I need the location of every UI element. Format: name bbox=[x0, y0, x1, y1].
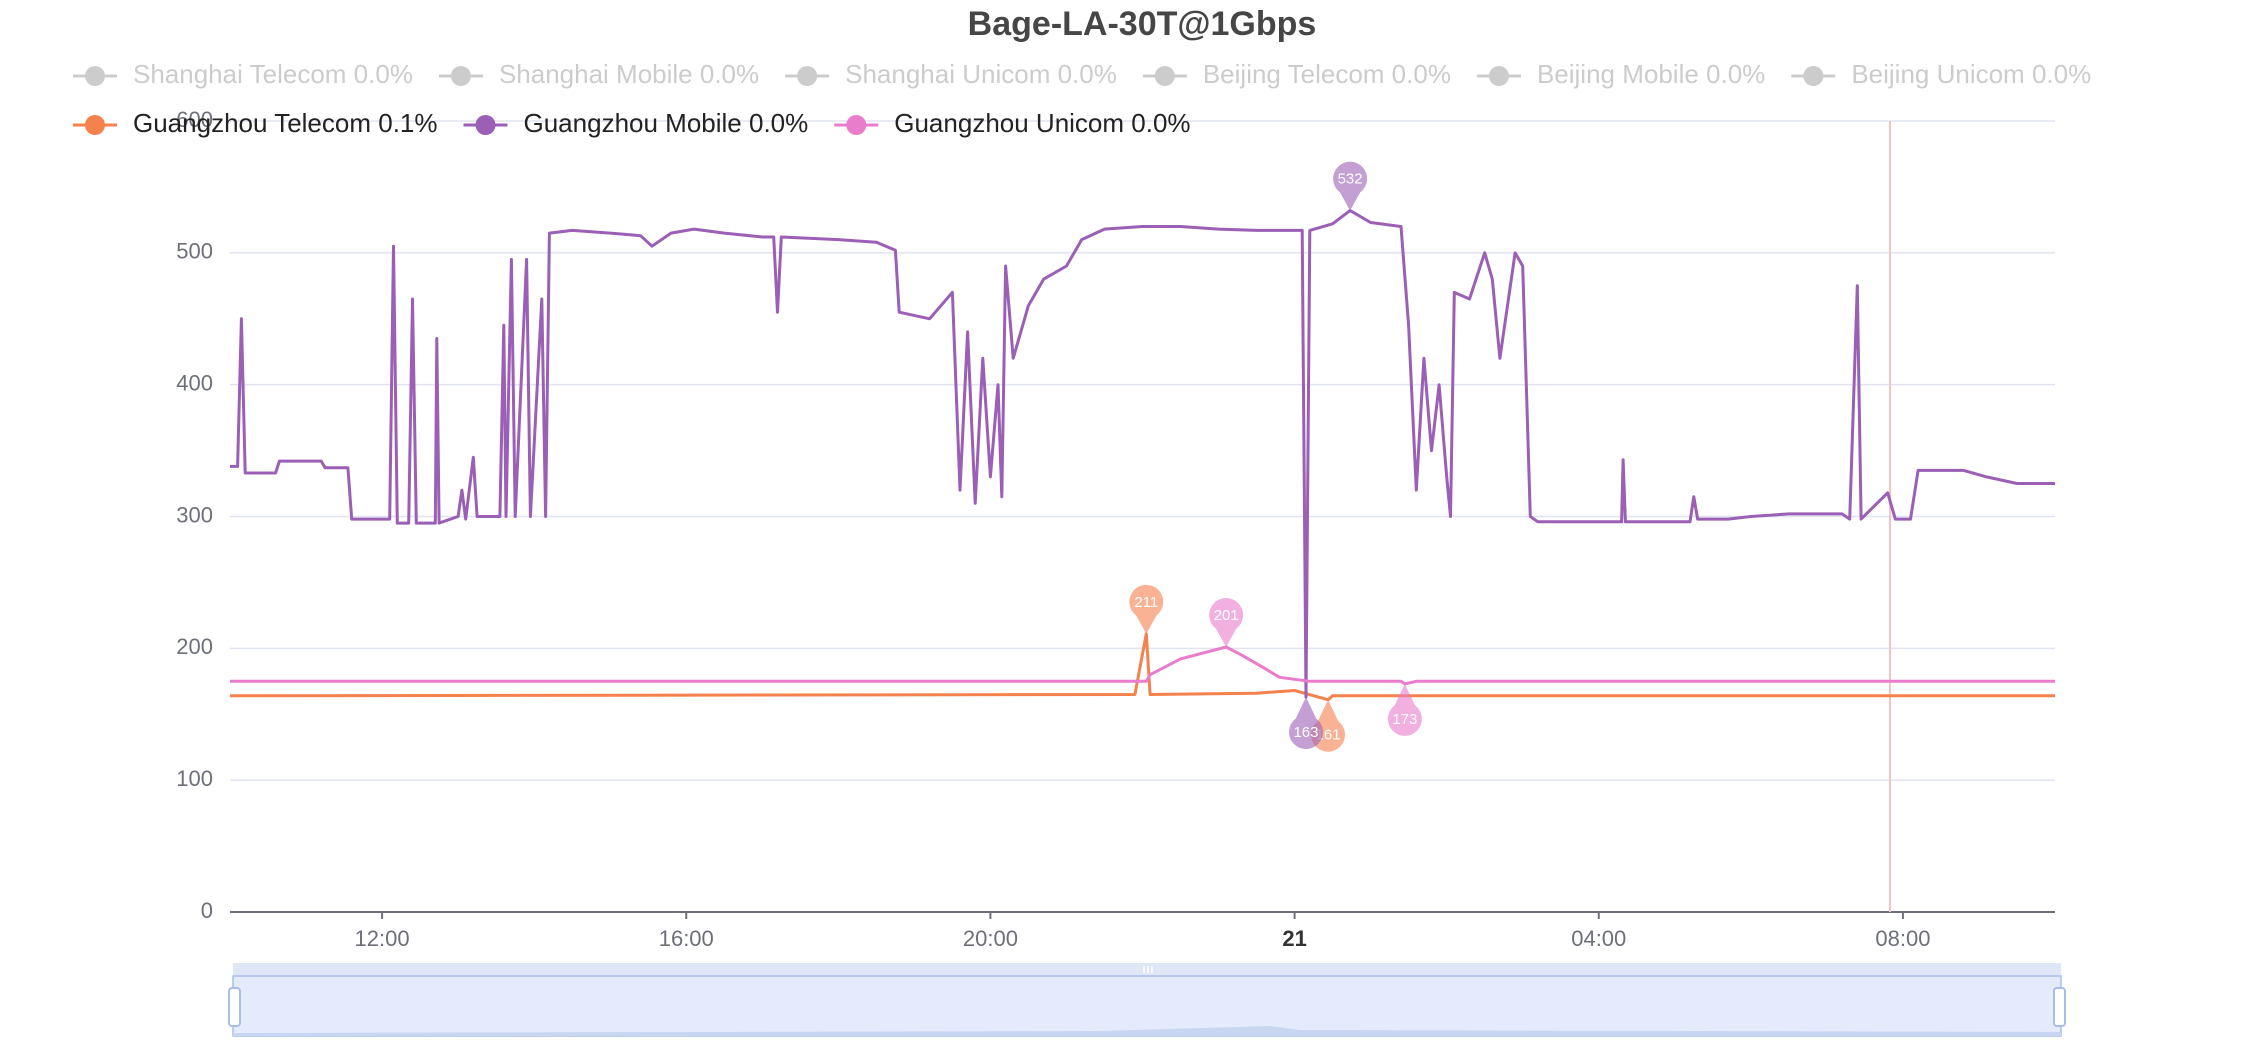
legend-item[interactable]: Shanghai Unicom 0.0% bbox=[785, 59, 1117, 89]
x-tick-label: 12:00 bbox=[355, 926, 410, 951]
y-tick-label: 200 bbox=[176, 634, 213, 659]
y-tick-label: 300 bbox=[176, 502, 213, 527]
mark-pin bbox=[1288, 697, 1323, 750]
legend-label[interactable]: Shanghai Telecom 0.0% bbox=[133, 59, 413, 89]
legend-icon-dot[interactable] bbox=[475, 115, 496, 135]
data-zoom[interactable] bbox=[228, 963, 2066, 1037]
legend-label[interactable]: Beijing Unicom 0.0% bbox=[1851, 59, 2091, 89]
mark-pin bbox=[1129, 584, 1164, 634]
mark-pin-label: 173 bbox=[1392, 711, 1417, 728]
legend-icon-dot[interactable] bbox=[450, 66, 471, 86]
legend-label[interactable]: Beijing Mobile 0.0% bbox=[1537, 59, 1765, 89]
legend-icon-dot[interactable] bbox=[85, 115, 105, 135]
zoom-window[interactable] bbox=[232, 975, 2062, 1037]
grid: 0 100 200 300 400 500 600 12:00 16:00 20:00 21 04:0… bbox=[176, 107, 2055, 951]
legend-icon-dot[interactable] bbox=[1803, 66, 1824, 86]
chart-title: Bage-LA-30T@1Gbps bbox=[968, 5, 1317, 43]
legend[interactable]: Shanghai Telecom 0.0% Shanghai Mobile 0.0… bbox=[73, 59, 2091, 138]
y-tick-label: 600 bbox=[176, 107, 213, 132]
legend-label[interactable]: Guangzhou Unicom 0.0% bbox=[894, 108, 1190, 138]
zoom-shadow bbox=[233, 1026, 2061, 1036]
mark-pin bbox=[1333, 161, 1368, 211]
y-tick-label: 500 bbox=[176, 239, 213, 264]
y-tick-label: 0 bbox=[201, 898, 213, 923]
legend-label[interactable]: Guangzhou Telecom 0.1% bbox=[133, 108, 438, 138]
mark-pin-label: 211 bbox=[1134, 594, 1158, 611]
zoom-bar[interactable] bbox=[233, 963, 2061, 976]
legend-item[interactable]: Shanghai Telecom 0.0% bbox=[73, 59, 413, 89]
legend-icon-dot[interactable] bbox=[846, 115, 867, 135]
legend-icon-dot[interactable] bbox=[85, 66, 105, 86]
zoom-handle[interactable] bbox=[228, 987, 241, 1027]
series-line bbox=[230, 645, 2055, 686]
legend-label[interactable]: Guangzhou Mobile 0.0% bbox=[524, 108, 809, 138]
x-tick-label: 04:00 bbox=[1571, 926, 1626, 951]
series-line bbox=[230, 209, 2055, 699]
legend-item[interactable]: Beijing Telecom 0.0% bbox=[1142, 59, 1451, 89]
mark-pin-label: 163 bbox=[1293, 724, 1318, 741]
legend-icon-dot[interactable] bbox=[797, 66, 818, 86]
zoom-grip[interactable] bbox=[1143, 966, 1153, 973]
series-line bbox=[229, 632, 2055, 702]
x-tick-label: 21 bbox=[1282, 926, 1306, 951]
mark-pin bbox=[1209, 598, 1244, 648]
mark-pin-label: 532 bbox=[1338, 171, 1363, 188]
legend-item[interactable]: Guangzhou Unicom 0.0% bbox=[834, 108, 1191, 138]
mark-pin-label: 201 bbox=[1214, 607, 1239, 624]
legend-item[interactable]: Beijing Unicom 0.0% bbox=[1791, 59, 2091, 89]
y-tick-label: 400 bbox=[176, 370, 213, 395]
legend-label[interactable]: Shanghai Mobile 0.0% bbox=[499, 59, 759, 89]
x-tick-label: 08:00 bbox=[1875, 926, 1930, 951]
mark-pin bbox=[1387, 683, 1422, 736]
y-tick-label: 100 bbox=[176, 766, 213, 791]
legend-icon-dot[interactable] bbox=[1488, 66, 1509, 86]
x-tick-label: 16:00 bbox=[659, 926, 714, 951]
legend-item[interactable]: Beijing Mobile 0.0% bbox=[1476, 59, 1765, 89]
legend-label[interactable]: Shanghai Unicom 0.0% bbox=[845, 59, 1117, 89]
legend-item[interactable]: Shanghai Mobile 0.0% bbox=[438, 59, 759, 89]
legend-item[interactable]: Guangzhou Telecom 0.1% bbox=[73, 108, 438, 138]
legend-label[interactable]: Beijing Telecom 0.0% bbox=[1203, 59, 1451, 89]
zoom-handle[interactable] bbox=[2053, 987, 2066, 1027]
legend-item[interactable]: Guangzhou Mobile 0.0% bbox=[463, 108, 809, 138]
x-tick-label: 20:00 bbox=[963, 926, 1018, 951]
legend-icon-dot[interactable] bbox=[1154, 66, 1175, 86]
